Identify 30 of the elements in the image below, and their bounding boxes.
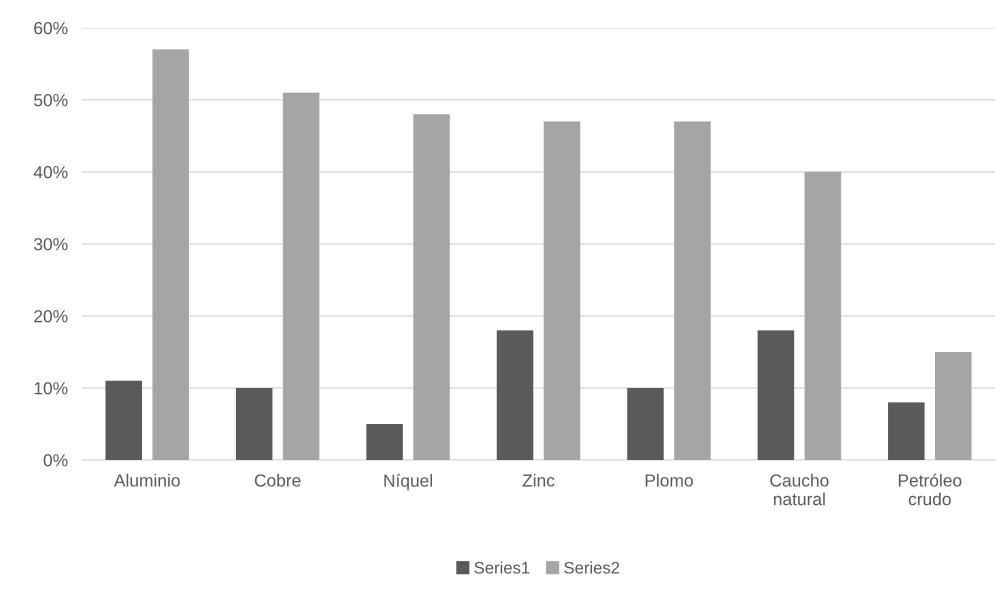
bar [544, 121, 580, 460]
x-tick-label: Aluminio [114, 474, 180, 487]
x-tick-label: Caucho natural [770, 474, 829, 506]
legend-label: Series2 [564, 561, 620, 574]
x-tick-label: Petróleo crudo [898, 474, 962, 506]
bar [758, 330, 794, 460]
y-tick-label: 40% [34, 166, 68, 178]
bar [105, 380, 142, 460]
y-tick-label: 50% [34, 94, 68, 106]
legend-label: Series1 [474, 561, 530, 574]
bar [627, 388, 664, 460]
bar [804, 172, 842, 460]
bar [236, 388, 272, 460]
y-tick-label: 60% [34, 22, 68, 34]
y-tick-label: 10% [34, 382, 68, 394]
bar [888, 402, 925, 460]
y-tick-label: 0% [44, 454, 68, 466]
bar [413, 114, 450, 460]
x-tick-label: Plomo [646, 474, 693, 487]
x-tick-label: Níquel [384, 474, 432, 490]
bar [152, 49, 189, 460]
y-tick-label: 30% [34, 238, 68, 250]
bar [496, 330, 534, 460]
x-tick-label: Zinc [522, 474, 554, 487]
bar [282, 92, 320, 460]
y-tick-label: 20% [34, 310, 68, 322]
bar [366, 424, 403, 460]
bar [935, 352, 972, 460]
x-tick-label: Cobre [254, 474, 301, 487]
bar [674, 121, 711, 460]
